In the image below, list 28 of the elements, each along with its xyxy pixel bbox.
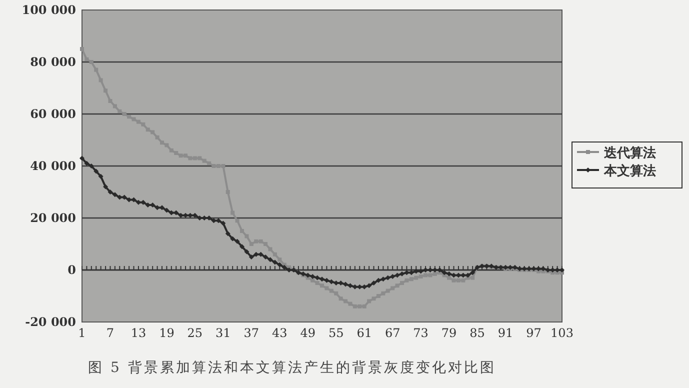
title: 图 5 背景累加算法和本文算法产生的背景灰度变化对比图	[88, 360, 496, 376]
x-tick-label: 79	[441, 326, 457, 340]
x-tick-label: 13	[130, 326, 146, 340]
x-tick-label: 37	[244, 326, 260, 340]
y-tick-label: 100 000	[22, 3, 76, 17]
x-tick-label: 55	[328, 326, 344, 340]
x-tick-label: 31	[216, 326, 231, 340]
x-tick-label: 67	[384, 326, 400, 340]
y-tick-label: 20 000	[30, 211, 76, 225]
x-tick-label: 73	[413, 326, 428, 340]
x-tick-label: 85	[470, 326, 485, 340]
legend-label: 迭代算法	[603, 146, 656, 161]
x-tick-label: 7	[106, 326, 114, 340]
x-tick-label: 97	[526, 326, 542, 340]
x-tick-label: 19	[159, 326, 174, 340]
y-tick-label: 40 000	[30, 159, 76, 173]
y-tick-label: 80 000	[30, 55, 76, 69]
y-tick-label: -20 000	[25, 315, 76, 329]
x-tick-label: 43	[272, 326, 288, 340]
legend-label: 本文算法	[603, 163, 656, 179]
x-tick-label: 91	[498, 326, 514, 340]
x-tick-label: 25	[187, 326, 203, 340]
x-tick-label: 49	[300, 326, 316, 340]
x-tick-label: 103	[550, 326, 574, 340]
x-tick-label: 61	[356, 326, 372, 340]
y-tick-label: 60 000	[30, 107, 76, 121]
y-tick-label: 0	[68, 263, 76, 277]
x-tick-label: 1	[78, 326, 86, 340]
